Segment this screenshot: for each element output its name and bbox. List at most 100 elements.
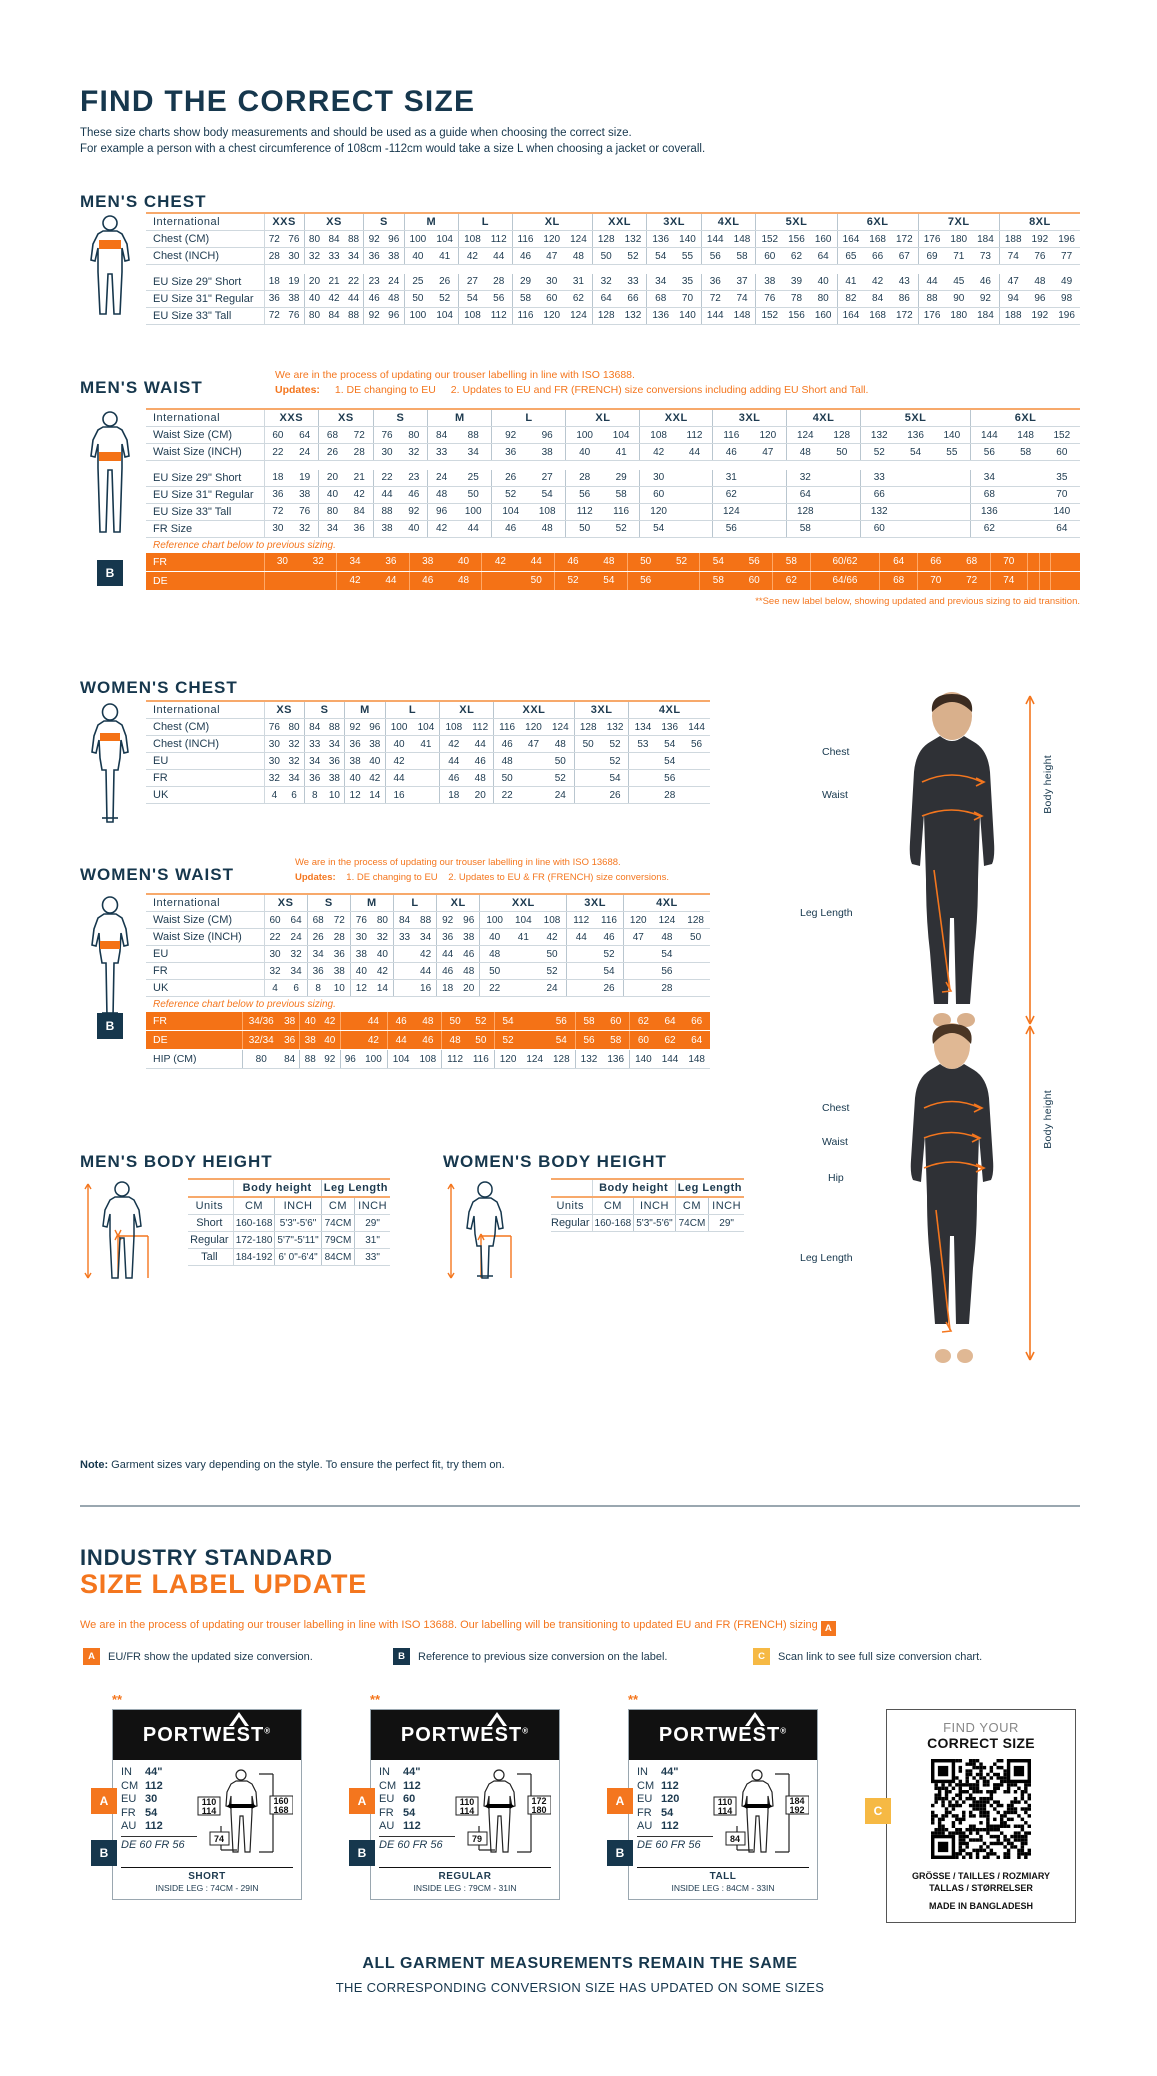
cell: 40 bbox=[384, 735, 413, 753]
unit-key: EU bbox=[379, 1793, 395, 1805]
cell: 40 bbox=[299, 1012, 320, 1031]
sub-cm: CM bbox=[232, 1196, 275, 1215]
size-col: 3XL bbox=[566, 893, 624, 912]
cell: 66 bbox=[916, 552, 954, 572]
cell: 70 bbox=[1043, 486, 1080, 504]
cell: 140 bbox=[933, 426, 971, 444]
cell: 37 bbox=[728, 273, 756, 291]
svg-text:79: 79 bbox=[472, 1834, 482, 1844]
cell: 24 bbox=[537, 979, 567, 997]
cell: 48 bbox=[546, 735, 575, 753]
cell: 20 bbox=[303, 273, 325, 291]
cell: 84 bbox=[279, 1049, 300, 1069]
cell: 26 bbox=[306, 928, 329, 946]
cell: 22 bbox=[493, 786, 521, 804]
cell: 38 bbox=[279, 1012, 300, 1031]
cell bbox=[897, 520, 934, 538]
cell: 180 bbox=[945, 230, 973, 248]
cell: 116 bbox=[595, 911, 624, 929]
cell: 42 bbox=[864, 273, 891, 291]
cell: 34 bbox=[343, 247, 364, 265]
cell: 96 bbox=[458, 911, 480, 929]
svg-text:172: 172 bbox=[531, 1796, 546, 1806]
cell: 94 bbox=[998, 290, 1027, 308]
cell: 10 bbox=[324, 786, 345, 804]
legend-text-b: Reference to previous size conversion on… bbox=[418, 1650, 668, 1663]
cell: 44 bbox=[518, 552, 555, 572]
cell: 56 bbox=[565, 486, 603, 504]
cell: 136 bbox=[656, 718, 684, 736]
cell bbox=[1007, 503, 1044, 521]
brand-text: PORTWEST bbox=[142, 1723, 265, 1746]
cell: 56 bbox=[656, 769, 684, 787]
cell: 184-192 bbox=[232, 1248, 275, 1266]
industry-paragraph: We are in the process of updating our tr… bbox=[80, 1615, 1080, 1636]
cell: 56 bbox=[970, 443, 1008, 461]
cell: 132 bbox=[601, 718, 629, 736]
label-size-row: EU 30 bbox=[121, 1793, 197, 1807]
unit-value: 112 bbox=[661, 1820, 679, 1832]
cell: 29 bbox=[602, 469, 640, 487]
cell: 128 bbox=[591, 230, 620, 248]
cell: 36 bbox=[372, 552, 410, 572]
cell bbox=[749, 520, 787, 538]
cell bbox=[509, 945, 538, 963]
unit-value: 112 bbox=[661, 1779, 679, 1792]
cell: 128 bbox=[573, 718, 602, 736]
cell: 48 bbox=[590, 552, 628, 572]
col-international: International bbox=[146, 408, 265, 427]
row-label: Waist Size (CM) bbox=[146, 426, 265, 444]
cell: 196 bbox=[1053, 307, 1080, 325]
cell: 112 bbox=[485, 307, 513, 325]
unit-value: 44" bbox=[145, 1766, 163, 1778]
label-size-row: AU 112 bbox=[121, 1820, 197, 1834]
cell: 36 bbox=[303, 769, 325, 787]
cell: 136 bbox=[897, 426, 934, 444]
cell: 64 bbox=[285, 911, 308, 929]
cell: 116 bbox=[602, 503, 640, 521]
cell: 26 bbox=[491, 469, 529, 487]
cell: 55 bbox=[933, 443, 971, 461]
cell: 36 bbox=[306, 962, 329, 980]
qr-size-card[interactable]: FIND YOUR CORRECT SIZE GRÖSSE / TAILLES / … bbox=[865, 1709, 1076, 1923]
cell: 124 bbox=[565, 307, 593, 325]
size-col: XXS bbox=[263, 408, 319, 427]
cell: 108 bbox=[528, 503, 566, 521]
cell: 68 bbox=[318, 426, 346, 444]
cell: 47 bbox=[538, 247, 566, 265]
cell: 6 bbox=[285, 979, 308, 997]
cell: 104 bbox=[386, 1049, 415, 1069]
label-card-wrapper: ** PORTWEST® IN 44" CM 112 EU 60 FR 54 AU 112 DE 60 … bbox=[349, 1692, 560, 1923]
cell: 36 bbox=[328, 945, 351, 963]
cell: 76 bbox=[284, 307, 305, 325]
cell: 73 bbox=[972, 247, 1000, 265]
cell: 192 bbox=[1026, 230, 1054, 248]
cell: 44 bbox=[676, 443, 713, 461]
cell: 4 bbox=[263, 979, 286, 997]
label-fit-footer: SHORT INSIDE LEG : 74CM - 29IN bbox=[121, 1867, 293, 1899]
cell: 62 bbox=[712, 486, 750, 504]
cell: 38 bbox=[383, 247, 405, 265]
cell: 72 bbox=[953, 571, 991, 591]
mens-waist-table: International XXS XS S M L XL XXL 3XL 4X… bbox=[146, 408, 1080, 538]
label-size-row: CM 112 bbox=[121, 1780, 197, 1794]
row-label: EU bbox=[146, 945, 265, 963]
cell: 33 bbox=[860, 469, 898, 487]
cell: 56 bbox=[626, 571, 664, 591]
cell: 18 bbox=[263, 469, 292, 487]
cell: 64/66 bbox=[809, 571, 880, 591]
cell: 43 bbox=[890, 273, 919, 291]
cell: 92 bbox=[344, 718, 365, 736]
cell bbox=[897, 486, 934, 504]
mens-body-height-title: MEN'S BODY HEIGHT bbox=[80, 1152, 273, 1171]
cell: 40 bbox=[565, 443, 603, 461]
mens-chest-section: International XXS XS S M L XL XXL 3XL 4X… bbox=[80, 212, 1080, 325]
cell: 128 bbox=[786, 503, 824, 521]
portwest-logo: PORTWEST® bbox=[629, 1710, 817, 1760]
cell: 52 bbox=[493, 1030, 522, 1050]
unit-key: FR bbox=[379, 1806, 394, 1819]
badge-b-legend: B bbox=[393, 1648, 410, 1665]
page-header: FIND THE CORRECT SIZE These size charts … bbox=[80, 85, 1080, 157]
cell bbox=[573, 786, 602, 804]
cell: 72 bbox=[263, 503, 292, 521]
